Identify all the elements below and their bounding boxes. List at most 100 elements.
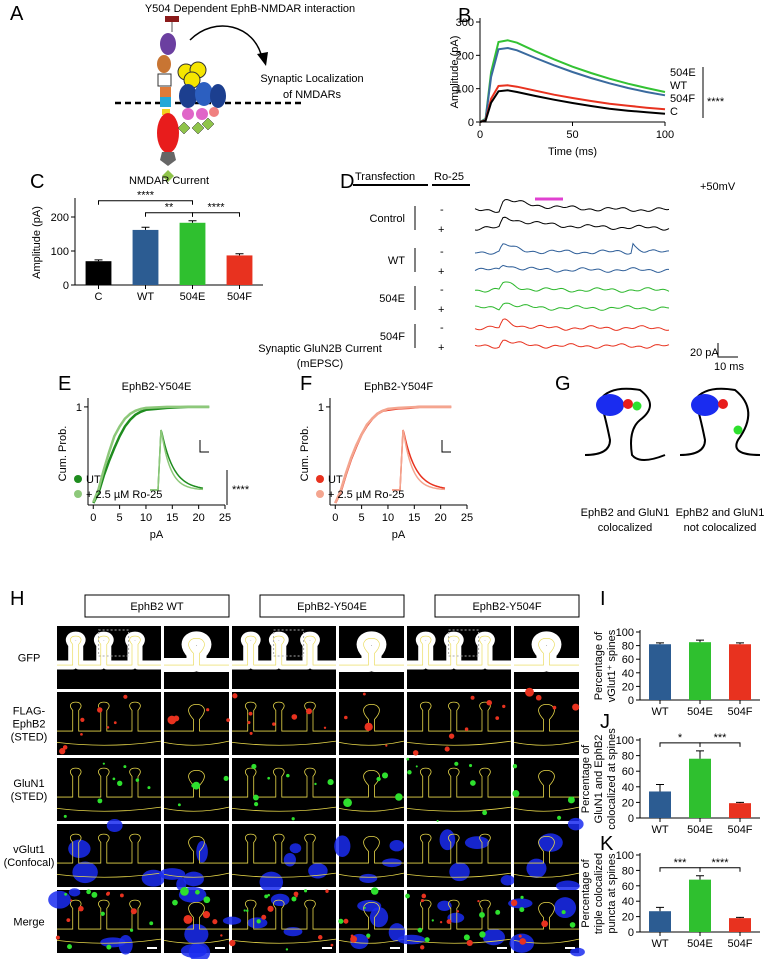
- dendrite-outline: [57, 767, 161, 798]
- inset-scale: [199, 440, 209, 453]
- y-axis-label: Percentage of: [580, 744, 592, 813]
- puncta: [464, 727, 469, 731]
- puncta: [479, 931, 486, 938]
- puncta: [343, 918, 349, 924]
- sign-label: +: [438, 224, 444, 236]
- x-tick-label: 15: [408, 512, 420, 524]
- legend-label: + 2.5 µM Ro-25: [328, 489, 404, 501]
- panel-label: A: [10, 3, 24, 25]
- voltage-label: +50mV: [700, 181, 736, 193]
- y-tick-label: 40: [622, 668, 634, 680]
- puncta: [202, 911, 211, 919]
- puncta: [106, 944, 112, 950]
- y-tick-label: 300: [456, 17, 474, 29]
- vglut-blob: [437, 900, 452, 911]
- puncta: [130, 908, 137, 915]
- puncta: [59, 748, 66, 755]
- significance-bracket: [699, 867, 741, 872]
- chart-title: EphB2-Y504E: [122, 381, 192, 393]
- dendrite-outline: [339, 703, 404, 732]
- micrograph: [56, 819, 166, 887]
- puncta: [412, 750, 419, 756]
- y-tick-label: 40: [622, 782, 634, 794]
- dendrite-outline: [163, 872, 230, 878]
- x-tick-label: 50: [566, 129, 578, 141]
- puncta: [286, 773, 290, 778]
- significance-label: ****: [232, 484, 250, 496]
- x-tick-label: WT: [651, 824, 668, 836]
- y-tick-label: 100: [616, 627, 634, 639]
- bar: [729, 644, 751, 700]
- vglut-blob: [538, 833, 563, 852]
- error-bar: [736, 801, 744, 804]
- dendrite-outline: [339, 769, 404, 798]
- puncta: [254, 802, 259, 807]
- section-title: Synaptic GluN2B Current: [258, 343, 382, 355]
- puncta: [454, 761, 459, 766]
- puncta: [323, 726, 327, 729]
- vglut-blob: [100, 937, 126, 948]
- puncta: [561, 910, 566, 915]
- x-tick-label: WT: [651, 706, 668, 718]
- dendrite-outline: [514, 835, 579, 864]
- current-trace: [474, 339, 670, 349]
- current-trace: [474, 216, 670, 231]
- row-label: GFP: [18, 653, 41, 665]
- dendrite-outline: [163, 740, 230, 746]
- panel-label: H: [10, 588, 24, 610]
- puncta: [405, 893, 410, 899]
- significance-label: ****: [207, 202, 225, 214]
- puncta: [267, 905, 274, 912]
- row-label: (STED): [11, 732, 48, 744]
- puncta: [120, 893, 124, 898]
- micrograph: [513, 687, 580, 755]
- puncta: [272, 722, 276, 726]
- puncta: [206, 708, 210, 712]
- column-header: EphB2-Y504E: [297, 601, 367, 613]
- current-trace: [474, 264, 669, 273]
- panel-a-caption: of NMDARs: [283, 89, 342, 101]
- y-tick-label: 100: [456, 84, 474, 96]
- significance-bracket: [98, 200, 193, 205]
- panel-label: D: [340, 171, 354, 193]
- y-tick-label: 20: [622, 681, 634, 693]
- puncta: [406, 757, 410, 761]
- puncta: [112, 777, 116, 781]
- error-bar: [656, 783, 664, 792]
- error-bar: [656, 906, 664, 912]
- puncta: [344, 715, 348, 720]
- micrograph: [163, 692, 230, 755]
- puncta: [364, 722, 373, 732]
- current-trace: [474, 242, 670, 255]
- puncta: [525, 687, 534, 697]
- sign-label: +: [438, 266, 444, 278]
- x-tick-label: 10: [140, 512, 152, 524]
- puncta: [314, 782, 317, 786]
- vglut-blob: [289, 843, 302, 854]
- significance-label: ****: [707, 96, 725, 108]
- puncta: [220, 934, 223, 937]
- puncta: [63, 814, 67, 818]
- puncta: [350, 934, 354, 938]
- dendrite-outline: [513, 740, 580, 746]
- y-axis-label: Percentage of: [580, 858, 592, 927]
- micrograph: [338, 758, 405, 821]
- puncta: [495, 716, 500, 720]
- puncta: [100, 911, 105, 916]
- puncta: [519, 938, 527, 945]
- dendrite-outline: [514, 638, 579, 666]
- puncta: [385, 744, 388, 747]
- puncta: [362, 692, 366, 696]
- puncta: [420, 898, 425, 903]
- sign-label: -: [440, 322, 444, 334]
- error-bar: [656, 642, 664, 645]
- chart-title: NMDAR Current: [129, 175, 209, 187]
- presynapse-marker: [691, 394, 719, 416]
- error-bar: [696, 875, 704, 880]
- dendrite-outline: [56, 806, 162, 812]
- x-tick-label: 0: [477, 129, 483, 141]
- y-tick-label: 80: [622, 751, 634, 763]
- dendrite-outline: [406, 938, 512, 944]
- bar: [85, 261, 112, 285]
- puncta: [431, 919, 434, 922]
